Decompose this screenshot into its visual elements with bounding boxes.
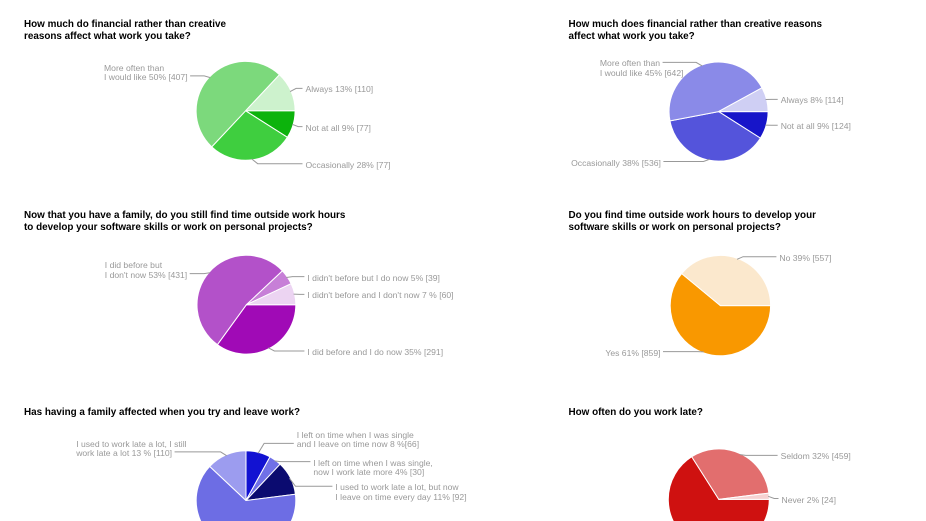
chart-3-slice-2 [196, 254, 283, 346]
chart-5-slice-label-2: I left on time when I was single, now I … [313, 457, 433, 477]
chart-4-leader-line-2 [736, 256, 777, 260]
chart-1-leader-line-2 [251, 158, 303, 165]
chart-6-slice-label-3: Never 2% [24] [781, 494, 836, 505]
chart-6-slice-1 [667, 456, 770, 521]
chart-4-slice-1 [669, 273, 772, 357]
chart-1-leader-line-4 [289, 87, 303, 92]
chart-5-slice-5 [209, 450, 247, 501]
chart-1-leader-line-3 [190, 75, 211, 79]
chart-5-slice-4 [195, 465, 297, 521]
chart-5-question-title: Has having a family affected when you tr… [24, 406, 301, 418]
chart-4-slice-2 [681, 254, 772, 307]
chart-2-leader-line-2 [663, 158, 710, 162]
chart-2-slice-label-1: Not at all 9% [124] [780, 121, 851, 132]
chart-2-slice-label-2: Occasionally 38% [536] [571, 157, 661, 168]
chart-3-slice-label-1: I did before and I do now 35% [291] [307, 347, 444, 357]
chart-6-leader-line-2 [739, 454, 778, 456]
chart-6-slice-2 [691, 448, 770, 500]
chart-3-slice-1 [216, 304, 297, 355]
chart-5-slice-label-1: I left on time when I was single and I l… [296, 430, 420, 450]
chart-6-slice-label-2: Seldom 32% [459] [780, 451, 851, 462]
chart-4-question-title: Do you find time outside work hours to d… [568, 209, 816, 233]
chart-1-slice-label-1: Not at all 9% [77] [305, 122, 371, 133]
chart-3-slice-label-2: I did before but I don't now 53% [431] [104, 260, 188, 280]
chart-2-slice-3 [668, 61, 763, 122]
chart-5-leader-line-5 [174, 451, 227, 457]
chart-5-leader-line-3 [289, 478, 333, 487]
chart-1-question-title: How much do financial rather than creati… [24, 19, 226, 42]
chart-3-slice-label-4: I didn't before and I don't now 7 % [60] [307, 290, 454, 301]
chart-6-leader-line-3 [768, 495, 779, 499]
chart-5-slice-label-3: I used to work late a lot, but now I lea… [335, 482, 467, 502]
chart-3-leader-line-2 [189, 272, 211, 275]
chart-5-slice-label-5: I used to work late a lot, I still work … [76, 438, 187, 458]
chart-3-leader-line-1 [268, 347, 305, 352]
chart-1-leader-line-1 [291, 123, 303, 128]
chart-3-slice-label-3: I didn't before but I do now 5% [39] [307, 272, 440, 283]
chart-5-leader-line-2 [274, 460, 311, 463]
chart-2-leader-line-3 [662, 61, 703, 67]
chart-6-question-title: How often do you work late? [568, 406, 703, 418]
chart-1-slice-label-3: More often than I would like 50% [407] [104, 62, 188, 82]
chart-3-leader-line-3 [286, 276, 305, 278]
chart-2-slice-label-4: Always 8% [114] [780, 95, 844, 106]
chart-1-slice-2 [211, 110, 288, 161]
chart-3-question-title: Now that you have a family, do you still… [24, 209, 346, 233]
chart-2-question-title: How much does financial rather than crea… [568, 19, 823, 42]
chart-4-slice-label-2: No 39% [557] [779, 252, 832, 263]
chart-1-slice-label-4: Always 13% [110] [305, 84, 374, 95]
chart-2-slice-2 [669, 111, 761, 162]
chart-4-slice-label-1: Yes 61% [859] [605, 347, 661, 358]
chart-2-slice-label-3: More often than I would like 45% [642] [599, 58, 684, 78]
chart-1-slice-label-2: Occasionally 28% [77] [305, 159, 391, 170]
chart-5-leader-line-1 [257, 442, 294, 454]
